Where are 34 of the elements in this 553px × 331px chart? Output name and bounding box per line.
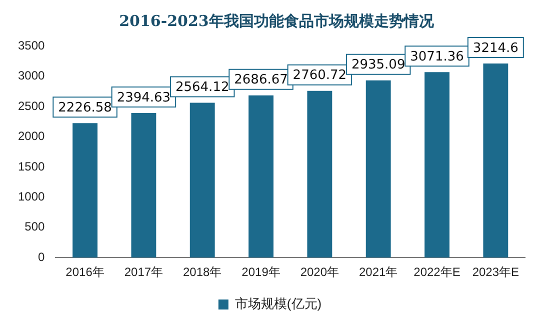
y-tick-label: 3500 — [18, 38, 46, 53]
legend-label: 市场规模(亿元) — [234, 296, 322, 312]
data-label: 2564.12 — [175, 80, 230, 96]
data-label: 2394.63 — [116, 90, 171, 106]
x-tick-label: 2020年 — [300, 265, 340, 280]
data-label: 3214.6 — [472, 40, 518, 56]
bar — [190, 102, 215, 258]
y-tick-label: 500 — [24, 220, 46, 234]
y-tick-label: 2000 — [18, 129, 46, 144]
x-tick-label: 2021年 — [358, 265, 398, 280]
y-tick-label: 3000 — [18, 68, 46, 83]
bar — [248, 95, 274, 258]
bar — [307, 90, 332, 258]
data-label: 2226.58 — [58, 100, 112, 116]
x-tick-label: 2023年E — [472, 265, 520, 280]
data-label: 2935.09 — [351, 58, 406, 73]
chart-title: 2016-2023年我国功能食品市场规模走势情况 — [118, 12, 435, 31]
bar — [72, 123, 98, 258]
bar — [366, 80, 391, 258]
bar — [424, 72, 450, 258]
x-tick-label: 2018年 — [183, 265, 222, 280]
y-tick-label: 2500 — [18, 98, 46, 113]
data-label: 2760.72 — [292, 68, 347, 84]
bar — [131, 112, 156, 258]
y-tick-label: 1500 — [18, 159, 46, 174]
data-label: 3071.36 — [410, 49, 464, 64]
y-tick-label: 0 — [38, 250, 46, 264]
data-label: 2686.67 — [234, 72, 288, 88]
x-tick-label: 2019年 — [242, 265, 280, 280]
x-tick-label: 2017年 — [124, 265, 164, 280]
x-tick-label: 2016年 — [66, 265, 104, 280]
y-tick-label: 1000 — [18, 190, 46, 204]
bar — [483, 63, 508, 258]
x-tick-label: 2022年E — [414, 265, 460, 280]
